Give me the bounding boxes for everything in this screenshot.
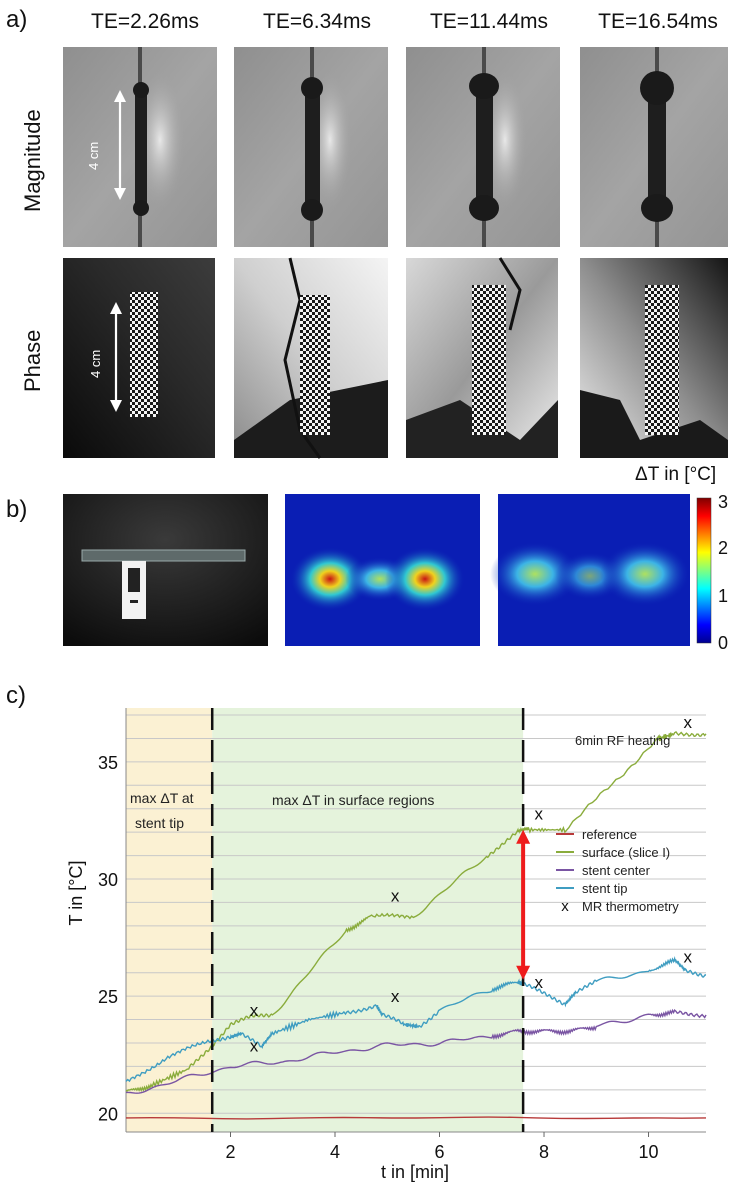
legend-label: stent tip — [582, 881, 628, 896]
thermal-map-2 — [490, 494, 690, 646]
x-tick-label: 6 — [435, 1142, 445, 1162]
series-line-stent-tip — [125, 955, 707, 1083]
colorbar — [696, 497, 712, 644]
mr-thermometry-marker: x — [535, 973, 544, 992]
legend-marker: x — [561, 898, 569, 915]
arrow-head-bottom — [516, 965, 531, 980]
phase-image-1 — [63, 258, 215, 458]
mr-thermometry-marker: x — [391, 886, 400, 905]
series-line-stent-center — [126, 1008, 707, 1094]
colorbar-title: ΔT in [°C] — [635, 464, 717, 485]
colorbar-tick-0: 0 — [718, 633, 729, 653]
region-tip-shading — [126, 708, 213, 1132]
panel-c-label: c) — [6, 682, 26, 709]
thermal-map-1 — [285, 494, 480, 646]
te-label-2: TE=6.34ms — [263, 10, 371, 33]
scale-arrow-magnitude — [114, 90, 126, 200]
magnitude-image-2 — [234, 47, 388, 247]
x-tick-label: 10 — [639, 1142, 659, 1162]
mr-thermometry-marker: x — [535, 804, 544, 823]
scale-arrow-phase — [110, 302, 122, 412]
legend-label: surface (slice I) — [582, 845, 670, 860]
legend-label: MR thermometry — [582, 899, 679, 914]
x-tick-label: 4 — [330, 1142, 340, 1162]
series-line-surface-slice-i- — [125, 730, 707, 1093]
panel-b-label: b) — [6, 496, 28, 523]
region-tip-label-1: max ΔT at — [130, 790, 194, 806]
x-tick-label: 2 — [225, 1142, 235, 1162]
region-surface-shading — [212, 708, 524, 1132]
panel-b-images — [63, 494, 712, 646]
mr-thermometry-marker: x — [250, 1001, 259, 1020]
phase-image-3 — [406, 257, 558, 458]
legend-label: reference — [582, 827, 637, 842]
stent-photo — [63, 494, 268, 646]
region-surface-label: max ΔT in surface regions — [272, 792, 434, 808]
arrow-head-top — [516, 829, 531, 844]
series-line-reference — [125, 1116, 707, 1120]
x-axis-label: t in [min] — [381, 1162, 449, 1182]
colorbar-tick-2: 2 — [718, 538, 729, 558]
magnitude-image-1 — [63, 47, 217, 247]
y-tick-label: 35 — [98, 753, 118, 773]
mr-thermometry-marker: x — [683, 947, 692, 966]
rf-heating-label: 6min RF heating — [575, 733, 670, 748]
te-label-3: TE=11.44ms — [429, 10, 549, 33]
y-tick-label: 25 — [98, 987, 118, 1007]
y-tick-label: 20 — [98, 1104, 118, 1124]
x-tick-label: 8 — [539, 1142, 549, 1162]
mr-thermometry-marker: x — [391, 987, 400, 1006]
magnitude-image-4 — [580, 47, 728, 247]
region-tip-label-2: stent tip — [135, 815, 184, 831]
mr-thermometry-marker: x — [250, 1036, 259, 1055]
phase-image-4 — [580, 258, 728, 458]
legend-label: stent center — [582, 863, 651, 878]
y-axis-label: T in [°C] — [66, 861, 86, 926]
te-label-4: TE=16.54ms — [598, 10, 718, 33]
colorbar-tick-3: 3 — [718, 492, 729, 512]
te-label-1: TE=2.26ms — [91, 10, 199, 33]
colorbar-tick-1: 1 — [718, 586, 729, 606]
mr-thermometry-marker: x — [683, 713, 692, 732]
panel-a-label: a) — [6, 6, 28, 33]
phase-image-2 — [234, 257, 388, 459]
y-tick-label: 30 — [98, 870, 118, 890]
magnitude-image-3 — [406, 47, 560, 247]
magnitude-images — [63, 47, 728, 459]
